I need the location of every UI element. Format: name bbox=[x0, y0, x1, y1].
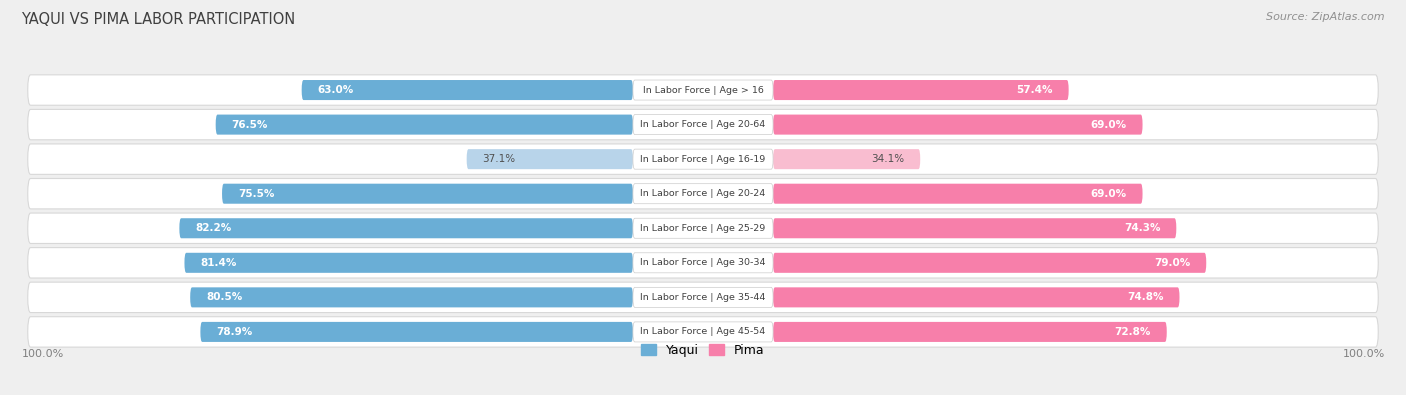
FancyBboxPatch shape bbox=[184, 253, 633, 273]
Text: 57.4%: 57.4% bbox=[1017, 85, 1053, 95]
Text: 63.0%: 63.0% bbox=[318, 85, 354, 95]
FancyBboxPatch shape bbox=[633, 218, 773, 238]
FancyBboxPatch shape bbox=[633, 184, 773, 204]
Text: 81.4%: 81.4% bbox=[201, 258, 236, 268]
Text: 100.0%: 100.0% bbox=[21, 349, 63, 359]
FancyBboxPatch shape bbox=[215, 115, 633, 135]
Text: In Labor Force | Age 25-29: In Labor Force | Age 25-29 bbox=[640, 224, 766, 233]
FancyBboxPatch shape bbox=[773, 149, 921, 169]
FancyBboxPatch shape bbox=[201, 322, 633, 342]
FancyBboxPatch shape bbox=[633, 115, 773, 135]
Text: 100.0%: 100.0% bbox=[1343, 349, 1385, 359]
FancyBboxPatch shape bbox=[28, 144, 1378, 174]
Text: 82.2%: 82.2% bbox=[195, 223, 232, 233]
FancyBboxPatch shape bbox=[773, 253, 1206, 273]
Text: 78.9%: 78.9% bbox=[217, 327, 253, 337]
Text: Source: ZipAtlas.com: Source: ZipAtlas.com bbox=[1267, 12, 1385, 22]
FancyBboxPatch shape bbox=[773, 184, 1143, 204]
Text: In Labor Force | Age 20-64: In Labor Force | Age 20-64 bbox=[640, 120, 766, 129]
FancyBboxPatch shape bbox=[773, 218, 1177, 238]
Text: 34.1%: 34.1% bbox=[872, 154, 904, 164]
Text: In Labor Force | Age 45-54: In Labor Force | Age 45-54 bbox=[640, 327, 766, 337]
Text: In Labor Force | Age 35-44: In Labor Force | Age 35-44 bbox=[640, 293, 766, 302]
FancyBboxPatch shape bbox=[773, 322, 1167, 342]
FancyBboxPatch shape bbox=[633, 149, 773, 169]
Text: In Labor Force | Age 16-19: In Labor Force | Age 16-19 bbox=[640, 155, 766, 164]
Text: 69.0%: 69.0% bbox=[1091, 189, 1126, 199]
FancyBboxPatch shape bbox=[28, 248, 1378, 278]
FancyBboxPatch shape bbox=[633, 253, 773, 273]
Text: 80.5%: 80.5% bbox=[207, 292, 242, 302]
Legend: Yaqui, Pima: Yaqui, Pima bbox=[641, 344, 765, 357]
FancyBboxPatch shape bbox=[633, 287, 773, 307]
FancyBboxPatch shape bbox=[773, 80, 1069, 100]
FancyBboxPatch shape bbox=[28, 109, 1378, 140]
Text: In Labor Force | Age > 16: In Labor Force | Age > 16 bbox=[643, 86, 763, 94]
FancyBboxPatch shape bbox=[28, 317, 1378, 347]
FancyBboxPatch shape bbox=[190, 287, 633, 307]
Text: 76.5%: 76.5% bbox=[232, 120, 269, 130]
FancyBboxPatch shape bbox=[28, 213, 1378, 243]
Text: YAQUI VS PIMA LABOR PARTICIPATION: YAQUI VS PIMA LABOR PARTICIPATION bbox=[21, 12, 295, 27]
Text: 74.3%: 74.3% bbox=[1123, 223, 1160, 233]
FancyBboxPatch shape bbox=[633, 322, 773, 342]
FancyBboxPatch shape bbox=[28, 75, 1378, 105]
FancyBboxPatch shape bbox=[222, 184, 633, 204]
Text: 79.0%: 79.0% bbox=[1154, 258, 1191, 268]
FancyBboxPatch shape bbox=[467, 149, 633, 169]
Text: 75.5%: 75.5% bbox=[238, 189, 274, 199]
Text: In Labor Force | Age 20-24: In Labor Force | Age 20-24 bbox=[640, 189, 766, 198]
Text: In Labor Force | Age 30-34: In Labor Force | Age 30-34 bbox=[640, 258, 766, 267]
Text: 74.8%: 74.8% bbox=[1128, 292, 1164, 302]
Text: 37.1%: 37.1% bbox=[482, 154, 516, 164]
FancyBboxPatch shape bbox=[773, 115, 1143, 135]
Text: 72.8%: 72.8% bbox=[1115, 327, 1152, 337]
FancyBboxPatch shape bbox=[28, 179, 1378, 209]
FancyBboxPatch shape bbox=[180, 218, 633, 238]
FancyBboxPatch shape bbox=[773, 287, 1180, 307]
FancyBboxPatch shape bbox=[28, 282, 1378, 312]
Text: 69.0%: 69.0% bbox=[1091, 120, 1126, 130]
FancyBboxPatch shape bbox=[633, 80, 773, 100]
FancyBboxPatch shape bbox=[302, 80, 633, 100]
